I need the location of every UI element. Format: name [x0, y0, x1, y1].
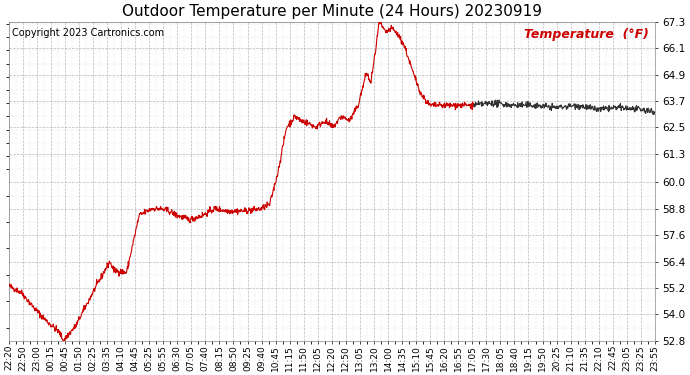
Text: Temperature  (°F): Temperature (°F) — [524, 28, 649, 41]
Text: Copyright 2023 Cartronics.com: Copyright 2023 Cartronics.com — [12, 28, 164, 38]
Title: Outdoor Temperature per Minute (24 Hours) 20230919: Outdoor Temperature per Minute (24 Hours… — [122, 4, 542, 19]
